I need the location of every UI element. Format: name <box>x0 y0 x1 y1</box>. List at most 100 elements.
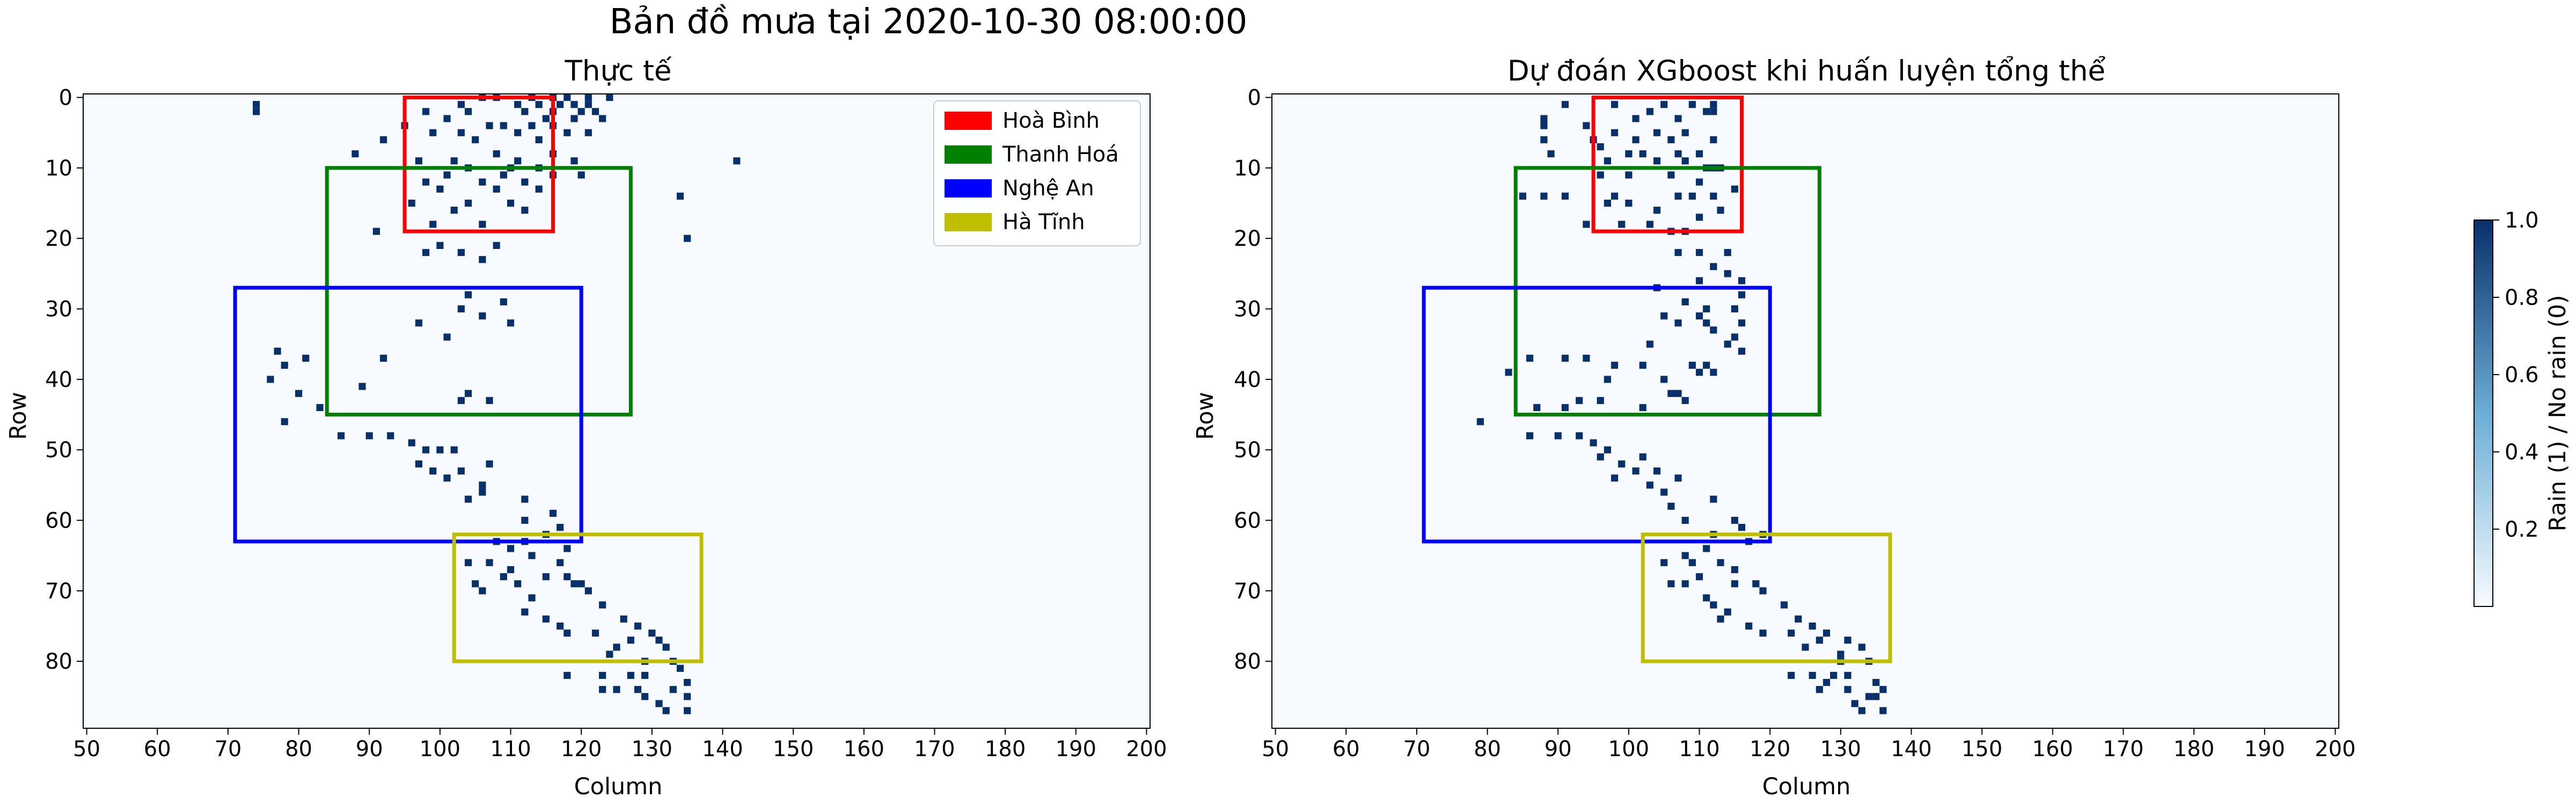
rain-cell <box>507 319 515 327</box>
y-axis-label-actual: Row <box>5 392 32 440</box>
rain-cell <box>535 136 543 143</box>
rain-cell <box>1674 248 1682 257</box>
rain-cell <box>1731 305 1738 313</box>
rain-cell <box>1759 630 1767 637</box>
rain-cell <box>1731 566 1738 574</box>
panel-title-prediction: Dự đoán XGboost khi huấn luyện tổng thể <box>1507 55 2106 87</box>
rain-cell <box>521 608 529 616</box>
y-tick-label: 0 <box>1248 86 1261 111</box>
x-tick-label: 80 <box>285 737 312 762</box>
rain-cell <box>1703 108 1710 115</box>
rain-cell <box>1625 150 1633 158</box>
rain-cell <box>521 178 529 186</box>
rain-cell <box>514 580 522 588</box>
rain-cell <box>557 623 564 630</box>
rain-cell <box>1703 305 1710 313</box>
rain-cell <box>599 115 606 122</box>
rain-cell <box>1688 101 1696 108</box>
rain-cell <box>1695 248 1703 257</box>
rain-cell <box>1653 157 1661 165</box>
rain-cell <box>684 235 691 242</box>
rain-cell <box>1879 686 1887 693</box>
legend-swatch <box>945 145 992 164</box>
rain-cell <box>1844 686 1851 693</box>
rain-cell <box>1611 101 1619 108</box>
rain-cell <box>1590 439 1597 447</box>
rain-cell <box>1688 192 1696 200</box>
rain-cell <box>1724 608 1731 616</box>
rain-cell <box>464 200 472 207</box>
x-tick-label: 60 <box>1333 737 1360 762</box>
rain-cell <box>1667 136 1675 143</box>
rain-cell <box>1703 545 1710 552</box>
rain-cell <box>733 157 741 165</box>
rain-cell <box>1611 362 1619 369</box>
rain-cell <box>1646 481 1653 489</box>
rain-cell <box>1738 347 1746 355</box>
rain-cell <box>337 432 345 440</box>
rain-cell <box>584 129 592 136</box>
rain-cell <box>486 122 493 129</box>
rain-cell <box>521 495 529 503</box>
rain-cell <box>1660 376 1668 383</box>
plot-frame <box>1271 93 2339 729</box>
y-tick-label: 20 <box>45 226 72 251</box>
rain-cell <box>584 587 592 595</box>
rain-cell <box>1695 573 1703 581</box>
rain-cell <box>684 707 691 714</box>
x-tick-label: 80 <box>1474 737 1501 762</box>
rain-cell <box>1695 214 1703 221</box>
rain-cell <box>472 580 479 588</box>
x-tick-label: 150 <box>1962 737 2002 762</box>
rain-cell <box>1731 517 1738 524</box>
rain-cell <box>1759 587 1767 595</box>
rain-cell <box>1611 192 1619 200</box>
legend-label: Hà Tĩnh <box>1002 210 1085 235</box>
rain-cell <box>662 707 670 714</box>
rain-cell <box>1710 369 1717 376</box>
plot-frame <box>83 93 1151 729</box>
rain-cell <box>479 221 486 228</box>
rain-cell <box>570 157 578 165</box>
rain-cell <box>1703 594 1710 602</box>
rain-cell <box>1540 136 1548 143</box>
x-tick-label: 180 <box>985 737 1026 762</box>
rain-cell <box>570 115 578 122</box>
rain-cell <box>1745 623 1753 630</box>
rain-cell <box>557 101 564 108</box>
rain-cell <box>1660 312 1668 320</box>
rain-cell <box>1710 326 1717 334</box>
x-tick-label: 180 <box>2174 737 2214 762</box>
rain-cell <box>542 573 550 581</box>
x-tick-label: 160 <box>844 737 884 762</box>
rain-cell <box>1823 679 1831 686</box>
rain-cell <box>1830 671 1838 679</box>
rain-cell <box>1858 707 1865 714</box>
rain-cell <box>479 312 486 320</box>
rain-cell <box>606 650 613 658</box>
rain-cell <box>584 101 592 108</box>
rain-cell <box>606 94 613 101</box>
rain-cell <box>1788 671 1795 679</box>
legend-swatch <box>945 213 992 231</box>
rain-cell <box>1618 460 1626 468</box>
rain-cell <box>1809 623 1816 630</box>
rain-cell <box>1505 369 1512 376</box>
x-tick-label: 50 <box>1262 737 1289 762</box>
rain-cell <box>1576 397 1583 404</box>
region-box <box>402 96 555 233</box>
rain-cell <box>422 178 430 186</box>
rain-cell <box>1703 362 1710 369</box>
x-tick-label: 70 <box>214 737 241 762</box>
rain-cell <box>479 178 486 186</box>
rain-cell <box>1540 122 1548 129</box>
rain-cell <box>634 686 642 693</box>
rain-cell <box>1625 200 1633 207</box>
rain-cell <box>1653 467 1661 475</box>
rain-cell <box>1583 354 1590 362</box>
region-box <box>452 532 704 663</box>
rain-cell <box>415 319 422 327</box>
prediction-rain-heatmap: 50 60 70 80 90 100 110 120 130 140 150 160 170 180 190… <box>1234 86 2356 762</box>
legend-label: Hoà Bình <box>1002 108 1100 133</box>
rain-cell <box>295 390 303 397</box>
